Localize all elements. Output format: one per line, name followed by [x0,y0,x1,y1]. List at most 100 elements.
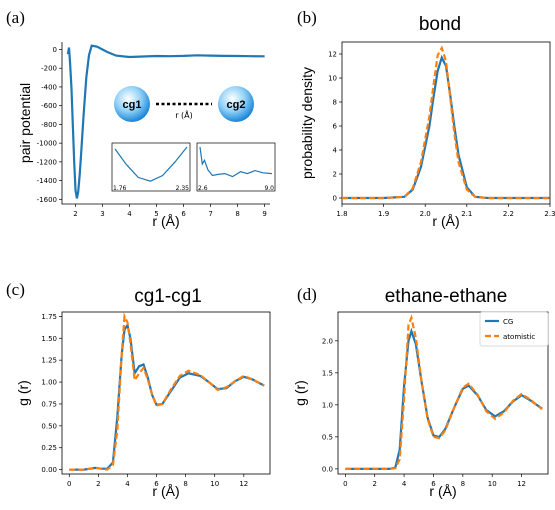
y-tick-label: -800 [41,121,57,129]
x-tick-label: 1.8 [336,210,347,218]
legend-label-atomistic: atomistic [503,333,535,341]
inset-curve [199,146,273,178]
y-tick-label: 2.0 [322,337,333,345]
x-axis-label: r (Å) [429,483,456,499]
x-tick-label: 6 [181,210,186,218]
x-tick-label: 12 [517,480,526,488]
x-axis-label: r (Å) [432,213,459,229]
inset-tick-left: 2.6 [198,185,208,192]
inset-2-frame [196,142,276,192]
panel-d-label: (d) [297,285,317,304]
y-tick-label: 1.0 [322,401,333,409]
x-tick-label: 12 [239,480,248,488]
y-tick-label: -1000 [37,140,57,148]
x-tick-label: 2 [73,210,77,218]
series-atomistic-line [342,45,550,200]
y-tick-label: 12 [328,51,337,59]
panel-c-title: cg1-cg1 [134,286,202,307]
x-tick-label: 8 [235,210,239,218]
y-tick-label: 4 [333,147,338,155]
x-tick-label: 4 [127,210,132,218]
series-atomistic-line [345,314,543,470]
y-tick-label: 0.75 [41,400,57,408]
x-tick-label: 8 [183,480,187,488]
series-cg-line [345,327,543,470]
axes-frame [61,311,271,475]
x-tick-label: 5 [154,210,158,218]
bead-cg2-label: cg2 [227,99,246,111]
axes-frame [61,42,270,205]
bead-cg1-label: cg1 [123,99,142,111]
axes-frame [337,311,549,475]
inset-1: 1.76 2.35 [111,142,191,192]
panel-b-title: bond [419,14,461,35]
x-tick-label: 4 [125,480,130,488]
y-tick-label: 0.5 [322,433,333,441]
x-tick-label: 6 [154,480,159,488]
plot-a: 2 3 4 5 6 7 8 9 0 -200 -400 -600 -800 -1000 -1200 -1400… [17,42,270,229]
y-tick-label: -600 [41,102,57,110]
x-axis-label: r (Å) [152,483,179,499]
x-tick-label: 10 [210,480,219,488]
y-tick-label: 2 [333,171,337,179]
x-tick-label: 6 [431,480,436,488]
series-atomistic-line [69,312,265,471]
x-tick-label: 0 [343,480,347,488]
x-tick-label: 2.0 [420,210,431,218]
y-tick-label: 0 [333,195,337,203]
panel-b-label: (b) [297,8,317,27]
x-tick-label: 7 [208,210,212,218]
y-axis-label: pair potential [17,83,33,163]
y-axis-label: probability density [299,67,315,179]
panel-d: (d) ethane-ethane 0 2 4 6 8 10 12 0.0 0.5 1.0 1.5 2… [292,285,549,499]
y-tick-label: 1.75 [41,313,57,321]
series-cg-line [66,44,265,199]
axes-frame [341,41,551,205]
inset-tick-right: 9.0 [264,185,274,192]
plot-d: 0 2 4 6 8 10 12 0.0 0.5 1.0 1.5 2.0 r (Å) g (r) [292,311,549,499]
y-axis-label: g (r) [292,380,308,406]
panel-a: (a) 2 3 4 5 6 7 8 9 0 -200 -400 -600 -800 -1000 -1200 -… [6,8,276,229]
x-tick-label: 2.2 [503,210,514,218]
x-tick-label: 2.3 [544,210,555,218]
inset-1-frame [111,142,191,192]
y-tick-label: 0.50 [41,422,57,430]
panel-d-title: ethane-ethane [385,286,508,307]
legend: CG atomistic [479,311,549,347]
inset-tick-right: 2.35 [176,185,190,192]
x-tick-label: 2 [96,480,100,488]
bead-cg2 [218,86,254,122]
y-tick-label: -200 [41,65,57,73]
legend-label-cg: CG [503,318,513,326]
inset-curve [114,146,188,182]
y-tick-label: 0.00 [41,466,57,474]
y-tick-label: 1.25 [41,357,57,365]
y-tick-label: 1.5 [322,369,333,377]
x-axis-label: r (Å) [152,213,179,229]
y-axis-label: g (r) [15,380,31,406]
x-tick-label: 0 [67,480,71,488]
series-cg-line [342,54,550,200]
y-tick-label: 0.0 [322,465,333,473]
y-tick-label: -400 [41,83,57,91]
y-tick-label: -1600 [37,196,57,204]
y-tick-label: 1.00 [41,379,57,387]
y-tick-label: 0 [53,46,57,54]
y-tick-label: 8 [333,99,337,107]
inset-tick-left: 1.76 [113,185,127,192]
cg-diagram: cg1 r (Å) cg2 [114,86,254,122]
y-tick-label: -1200 [37,158,57,166]
plot-b: 1.8 1.9 2.0 2.1 2.2 2.3 0 2 4 6 8 10 12 r (Å) probabil… [299,41,555,229]
x-tick-label: 9 [262,210,266,218]
panel-c: (c) cg1-cg1 0 2 4 6 8 10 12 0.00 0.25 0.50 0.75 1.0… [6,280,271,499]
y-tick-label: 6 [333,123,338,131]
y-tick-label: 0.25 [41,444,57,452]
x-tick-label: 3 [100,210,104,218]
x-tick-label: 1.9 [378,210,389,218]
x-tick-label: 2.1 [461,210,472,218]
y-tick-label: 1.50 [41,335,57,343]
inset-2: 2.6 9.0 [196,142,276,192]
series-cg-line [69,322,265,471]
y-tick-label: -1400 [37,177,57,185]
